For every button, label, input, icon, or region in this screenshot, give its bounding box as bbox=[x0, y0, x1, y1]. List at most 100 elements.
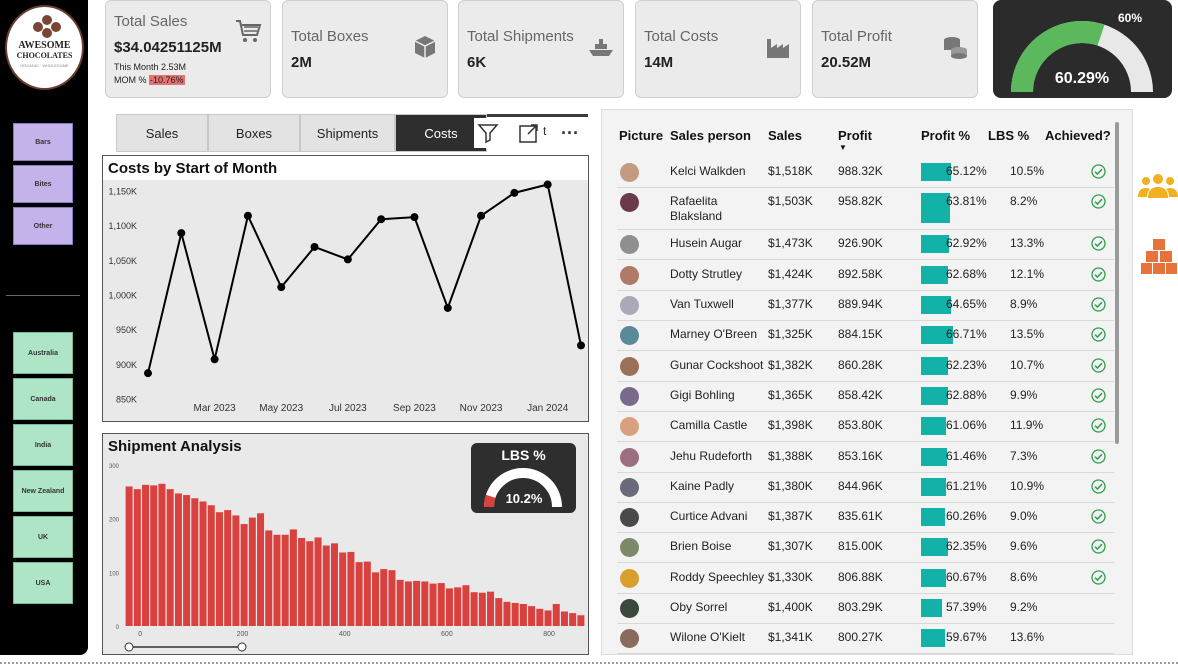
col-profit-pct[interactable]: Profit % bbox=[921, 128, 971, 143]
tab-costs[interactable]: Costs bbox=[395, 114, 487, 152]
bar[interactable] bbox=[281, 534, 289, 626]
table-row[interactable]: Marney O'Breen $1,325K 884.15K 66.71% 13.5% bbox=[617, 321, 1114, 351]
bar[interactable] bbox=[372, 572, 380, 626]
bar[interactable] bbox=[363, 561, 371, 626]
kpi-total-profit[interactable]: Total Profit 20.52M bbox=[812, 0, 978, 98]
slicer-country-australia[interactable]: Australia bbox=[13, 332, 73, 374]
table-row[interactable]: Rafaelita Blaksland $1,503K 958.82K 63.81% 8… bbox=[617, 188, 1114, 230]
table-row[interactable]: Brien Boise $1,307K 815.00K 62.35% 9.6% bbox=[617, 533, 1114, 563]
data-point[interactable] bbox=[177, 229, 186, 238]
kpi-total-sales[interactable]: Total Sales $34.04251125M This Month 2.5… bbox=[105, 0, 271, 98]
bar[interactable] bbox=[125, 486, 133, 626]
bar[interactable] bbox=[577, 615, 585, 626]
range-slider-handle-start[interactable] bbox=[124, 642, 134, 652]
bar[interactable] bbox=[544, 610, 552, 626]
col-picture[interactable]: Picture bbox=[619, 128, 664, 143]
bar[interactable] bbox=[183, 495, 191, 626]
bar[interactable] bbox=[437, 583, 445, 626]
focus-mode-icon[interactable] bbox=[515, 118, 543, 148]
bar[interactable] bbox=[232, 515, 240, 626]
table-row[interactable]: Kelci Walkden $1,518K 988.32K 65.12% 10.5% bbox=[617, 158, 1114, 188]
bar[interactable] bbox=[191, 498, 199, 626]
boxes-icon[interactable] bbox=[1141, 238, 1177, 276]
bar[interactable] bbox=[289, 529, 297, 626]
data-point[interactable] bbox=[277, 283, 286, 292]
bar[interactable] bbox=[314, 537, 322, 626]
bar[interactable] bbox=[265, 530, 273, 626]
bar[interactable] bbox=[150, 485, 158, 626]
data-point[interactable] bbox=[210, 355, 219, 364]
table-row[interactable]: Dotty Strutley $1,424K 892.58K 62.68% 12.1% bbox=[617, 261, 1114, 291]
bar[interactable] bbox=[487, 591, 495, 626]
range-slider-handle-end[interactable] bbox=[237, 642, 247, 652]
table-row[interactable]: Van Tuxwell $1,377K 889.94K 64.65% 8.9% bbox=[617, 291, 1114, 321]
table-row[interactable]: Kaine Padly $1,380K 844.96K 61.21% 10.9% bbox=[617, 473, 1114, 503]
slicer-country-usa[interactable]: USA bbox=[13, 562, 73, 604]
table-row[interactable]: Roddy Speechley $1,330K 806.88K 60.67% 8.6% bbox=[617, 564, 1114, 594]
bar[interactable] bbox=[413, 580, 421, 626]
bar[interactable] bbox=[478, 592, 486, 626]
slicer-country-canada[interactable]: Canada bbox=[13, 378, 73, 420]
data-point[interactable] bbox=[343, 255, 352, 264]
data-point[interactable] bbox=[377, 215, 386, 224]
data-point[interactable] bbox=[477, 211, 486, 220]
data-point[interactable] bbox=[410, 213, 419, 222]
bar[interactable] bbox=[142, 484, 150, 626]
data-point[interactable] bbox=[310, 242, 319, 251]
bar[interactable] bbox=[503, 601, 511, 626]
slicer-country-new-zealand[interactable]: New Zealand bbox=[13, 470, 73, 512]
bar[interactable] bbox=[355, 562, 363, 626]
bar[interactable] bbox=[158, 483, 166, 626]
bar[interactable] bbox=[552, 603, 560, 626]
bar[interactable] bbox=[511, 602, 519, 626]
bar[interactable] bbox=[215, 512, 223, 626]
data-point[interactable] bbox=[443, 303, 452, 312]
slicer-product-other[interactable]: Other bbox=[13, 207, 73, 245]
bar[interactable] bbox=[536, 608, 544, 626]
data-point[interactable] bbox=[243, 211, 252, 220]
table-row[interactable]: Curtice Advani $1,387K 835.61K 60.26% 9.0% bbox=[617, 503, 1114, 533]
bar[interactable] bbox=[298, 537, 306, 626]
tab-boxes[interactable]: Boxes bbox=[208, 114, 300, 152]
bar[interactable] bbox=[454, 587, 462, 626]
bar[interactable] bbox=[519, 603, 527, 626]
bar[interactable] bbox=[528, 606, 536, 626]
kpi-total-boxes[interactable]: Total Boxes 2M bbox=[282, 0, 448, 98]
bar[interactable] bbox=[339, 552, 347, 626]
table-row[interactable]: Jehu Rudeforth $1,388K 853.16K 61.46% 7.3% bbox=[617, 443, 1114, 473]
salesperson-table[interactable]: Picture Sales person Sales Profit ▼ Prof… bbox=[601, 109, 1133, 655]
bar[interactable] bbox=[560, 611, 568, 626]
bar[interactable] bbox=[240, 524, 248, 626]
bar[interactable] bbox=[569, 613, 577, 626]
more-options-icon[interactable]: ··· bbox=[556, 118, 584, 148]
bar[interactable] bbox=[470, 592, 478, 626]
bar[interactable] bbox=[429, 583, 437, 626]
bar[interactable] bbox=[347, 551, 355, 626]
table-row[interactable]: Gigi Bohling $1,365K 858.42K 62.88% 9.9% bbox=[617, 382, 1114, 412]
bar[interactable] bbox=[462, 585, 470, 626]
table-row[interactable]: Camilla Castle $1,398K 853.80K 61.06% 11.9% bbox=[617, 412, 1114, 442]
bar[interactable] bbox=[306, 541, 314, 626]
bar[interactable] bbox=[273, 534, 281, 626]
col-sales[interactable]: Sales bbox=[768, 128, 802, 143]
data-point[interactable] bbox=[144, 369, 152, 378]
bar[interactable] bbox=[322, 545, 330, 627]
data-point[interactable] bbox=[543, 180, 552, 189]
lbs-gauge-card[interactable]: LBS % 10.2% bbox=[471, 443, 576, 513]
profit-gauge-card[interactable]: 60% 60.29% bbox=[993, 0, 1172, 98]
slicer-product-bites[interactable]: Bites bbox=[13, 165, 73, 203]
bar[interactable] bbox=[174, 493, 182, 626]
table-scrollbar[interactable] bbox=[1115, 122, 1119, 444]
kpi-total-costs[interactable]: Total Costs 14M bbox=[635, 0, 801, 98]
data-point[interactable] bbox=[577, 341, 585, 350]
bar[interactable] bbox=[248, 517, 256, 626]
table-row[interactable]: Oby Sorrel $1,400K 803.29K 57.39% 9.2% bbox=[617, 594, 1114, 624]
bar[interactable] bbox=[380, 569, 388, 626]
col-lbs-pct[interactable]: LBS % bbox=[988, 128, 1030, 143]
bar[interactable] bbox=[445, 588, 453, 626]
table-row[interactable]: Gunar Cockshoot $1,382K 860.28K 62.23% 10.7% bbox=[617, 352, 1114, 382]
col-achieved[interactable]: Achieved? bbox=[1045, 128, 1111, 143]
shipment-analysis-chart[interactable]: Shipment Analysis 0 100 200 300 0 200 400 600 80… bbox=[102, 433, 589, 655]
people-icon[interactable] bbox=[1138, 172, 1178, 200]
col-sales-person[interactable]: Sales person bbox=[670, 128, 751, 143]
